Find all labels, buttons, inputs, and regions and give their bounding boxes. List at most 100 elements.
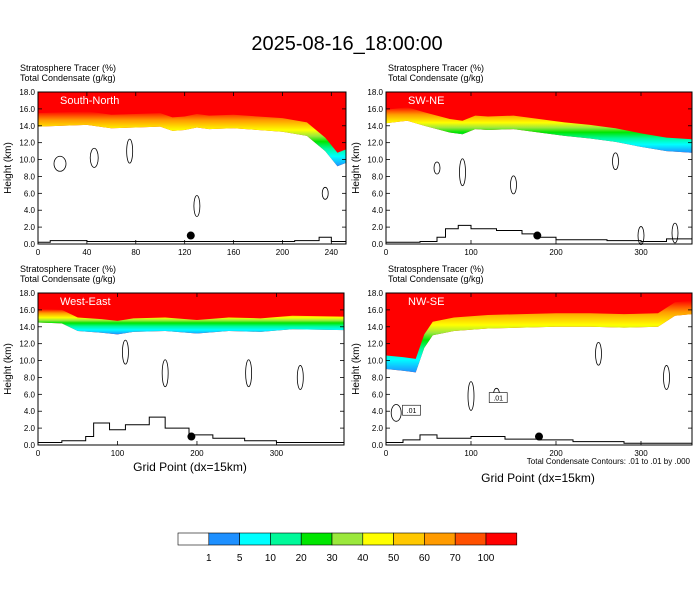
- y-tick-label: 16.0: [367, 306, 383, 315]
- y-axis-title: Height (km): [3, 343, 14, 395]
- colorbar-swatch: [208, 532, 240, 546]
- panel-label-condensate: Total Condensate (g/kg): [20, 73, 116, 83]
- condensate-contour: [459, 158, 466, 187]
- colorbar-label: 10: [265, 553, 277, 564]
- x-axis-title-left: Grid Point (dx=15km): [133, 460, 247, 474]
- location-marker: [187, 432, 196, 441]
- condensate-contour: [53, 155, 67, 172]
- plot-frame: [385, 91, 693, 245]
- terrain-line: [38, 416, 345, 444]
- x-tick-label: 200: [549, 449, 563, 458]
- y-tick-label: 6.0: [372, 390, 384, 399]
- x-tick-label: 200: [190, 449, 204, 458]
- y-tick-label: 6.0: [24, 189, 36, 198]
- colorbar-label: 30: [326, 553, 338, 564]
- x-tick-label: 200: [276, 248, 290, 257]
- panel-label-tracer: Stratosphere Tracer (%): [20, 63, 116, 73]
- x-tick-label: 300: [634, 248, 648, 257]
- y-tick-label: 14.0: [367, 122, 383, 131]
- x-tick-label: 240: [325, 248, 339, 257]
- y-tick-label: 18.0: [19, 88, 35, 97]
- panel-south-north: 0.0 2.0 4.0 6.0 8.0 10.0 12.0 14.0 16.0 18.0 0 40 80…: [3, 63, 347, 257]
- x-tick-label: 300: [270, 449, 284, 458]
- y-tick-label: 0.0: [372, 240, 384, 249]
- colorbar-swatch: [362, 532, 394, 546]
- panel-name: West-East: [60, 296, 111, 308]
- y-tick-label: 16.0: [19, 105, 35, 114]
- y-axis-title: Height (km): [3, 142, 14, 194]
- panel-label-tracer: Stratosphere Tracer (%): [20, 264, 116, 274]
- condensate-contour: [126, 138, 134, 164]
- colorbar-swatch: [393, 532, 425, 546]
- y-tick-label: 12.0: [367, 139, 383, 148]
- colorbar-swatch: [454, 532, 487, 546]
- condensate-contour: [595, 341, 602, 366]
- y-tick-label: 16.0: [367, 105, 383, 114]
- tracer-field: [38, 92, 346, 167]
- colorbar-label: 70: [450, 553, 462, 564]
- y-tick-label: 18.0: [367, 289, 383, 298]
- y-tick-label: 6.0: [372, 189, 384, 198]
- condensate-contour: [612, 152, 619, 171]
- x-tick-label: 80: [131, 248, 140, 257]
- x-axis-title-right: Grid Point (dx=15km): [481, 471, 595, 485]
- x-tick-label: 0: [384, 248, 389, 257]
- y-tick-label: 0.0: [24, 441, 36, 450]
- panel-west-east: 0.0 2.0 4.0 6.0 8.0 10.0 12.0 14.0 16.0 18.0 0 100 2…: [3, 264, 345, 458]
- panel-label-condensate: Total Condensate (g/kg): [388, 274, 484, 284]
- y-tick-label: 8.0: [372, 373, 384, 382]
- location-marker: [186, 231, 195, 240]
- colorbar-label: 100: [478, 553, 495, 564]
- condensate-contour: [637, 226, 645, 245]
- x-tick-label: 200: [549, 248, 563, 257]
- condensate-contour: [433, 161, 441, 175]
- colorbar: 1 5 10 20 30 40 50 60 70 100: [177, 532, 518, 564]
- colorbar-swatch: [270, 532, 302, 546]
- tracer-field: [386, 293, 692, 373]
- panel-name: SW-NE: [408, 95, 444, 107]
- figure-title: 2025-08-16_18:00:00: [251, 33, 442, 55]
- y-tick-label: 14.0: [367, 323, 383, 332]
- y-tick-label: 18.0: [19, 289, 35, 298]
- panel-sw-ne: 0.0 2.0 4.0 6.0 8.0 10.0 12.0 14.0 16.0 18.0 0 100 2…: [351, 63, 693, 257]
- y-tick-label: 10.0: [19, 156, 35, 165]
- y-axis-title: Height (km): [351, 142, 362, 194]
- panel-label-condensate: Total Condensate (g/kg): [388, 73, 484, 83]
- condensate-contour: [122, 339, 129, 365]
- x-tick-label: 40: [82, 248, 91, 257]
- x-tick-label: 300: [634, 449, 648, 458]
- colorbar-label: 20: [296, 553, 308, 564]
- colorbar-swatch: [485, 532, 518, 546]
- panel-name: South-North: [60, 95, 119, 107]
- x-tick-label: 120: [178, 248, 192, 257]
- y-tick-label: 4.0: [372, 407, 384, 416]
- panel-nw-se: .01 .01 0.0 2.0 4.0 6.0 8.0 10.0 12.0 14.0 16.0 18.…: [351, 264, 693, 458]
- condensate-contour: [321, 186, 329, 200]
- y-tick-label: 10.0: [19, 357, 35, 366]
- x-tick-label: 100: [111, 449, 125, 458]
- y-tick-label: 0.0: [24, 240, 36, 249]
- y-tick-label: 4.0: [24, 407, 36, 416]
- contour-footnote: Total Condensate Contours: .01 to .01 by…: [527, 457, 691, 466]
- colorbar-swatch: [424, 532, 456, 546]
- condensate-contour: [671, 222, 679, 244]
- y-tick-label: 12.0: [19, 340, 35, 349]
- colorbar-label: 1: [206, 553, 212, 564]
- y-tick-label: 4.0: [372, 206, 384, 215]
- tracer-gradient-band: [386, 107, 692, 153]
- x-tick-label: 0: [384, 449, 389, 458]
- condensate-contour: [663, 365, 670, 390]
- tracer-gradient-band: [38, 309, 344, 335]
- y-tick-label: 2.0: [372, 424, 384, 433]
- y-tick-label: 2.0: [24, 424, 36, 433]
- location-marker: [533, 231, 542, 240]
- condensate-contour: [89, 147, 99, 168]
- colorbar-swatch: [239, 532, 271, 546]
- location-marker: [535, 432, 543, 441]
- y-tick-label: 14.0: [19, 122, 35, 131]
- plot-frame: [385, 292, 693, 446]
- y-tick-label: 8.0: [372, 172, 384, 181]
- condensate-contour: [245, 359, 253, 388]
- colorbar-label: 40: [357, 553, 369, 564]
- colorbar-label: 5: [237, 553, 243, 564]
